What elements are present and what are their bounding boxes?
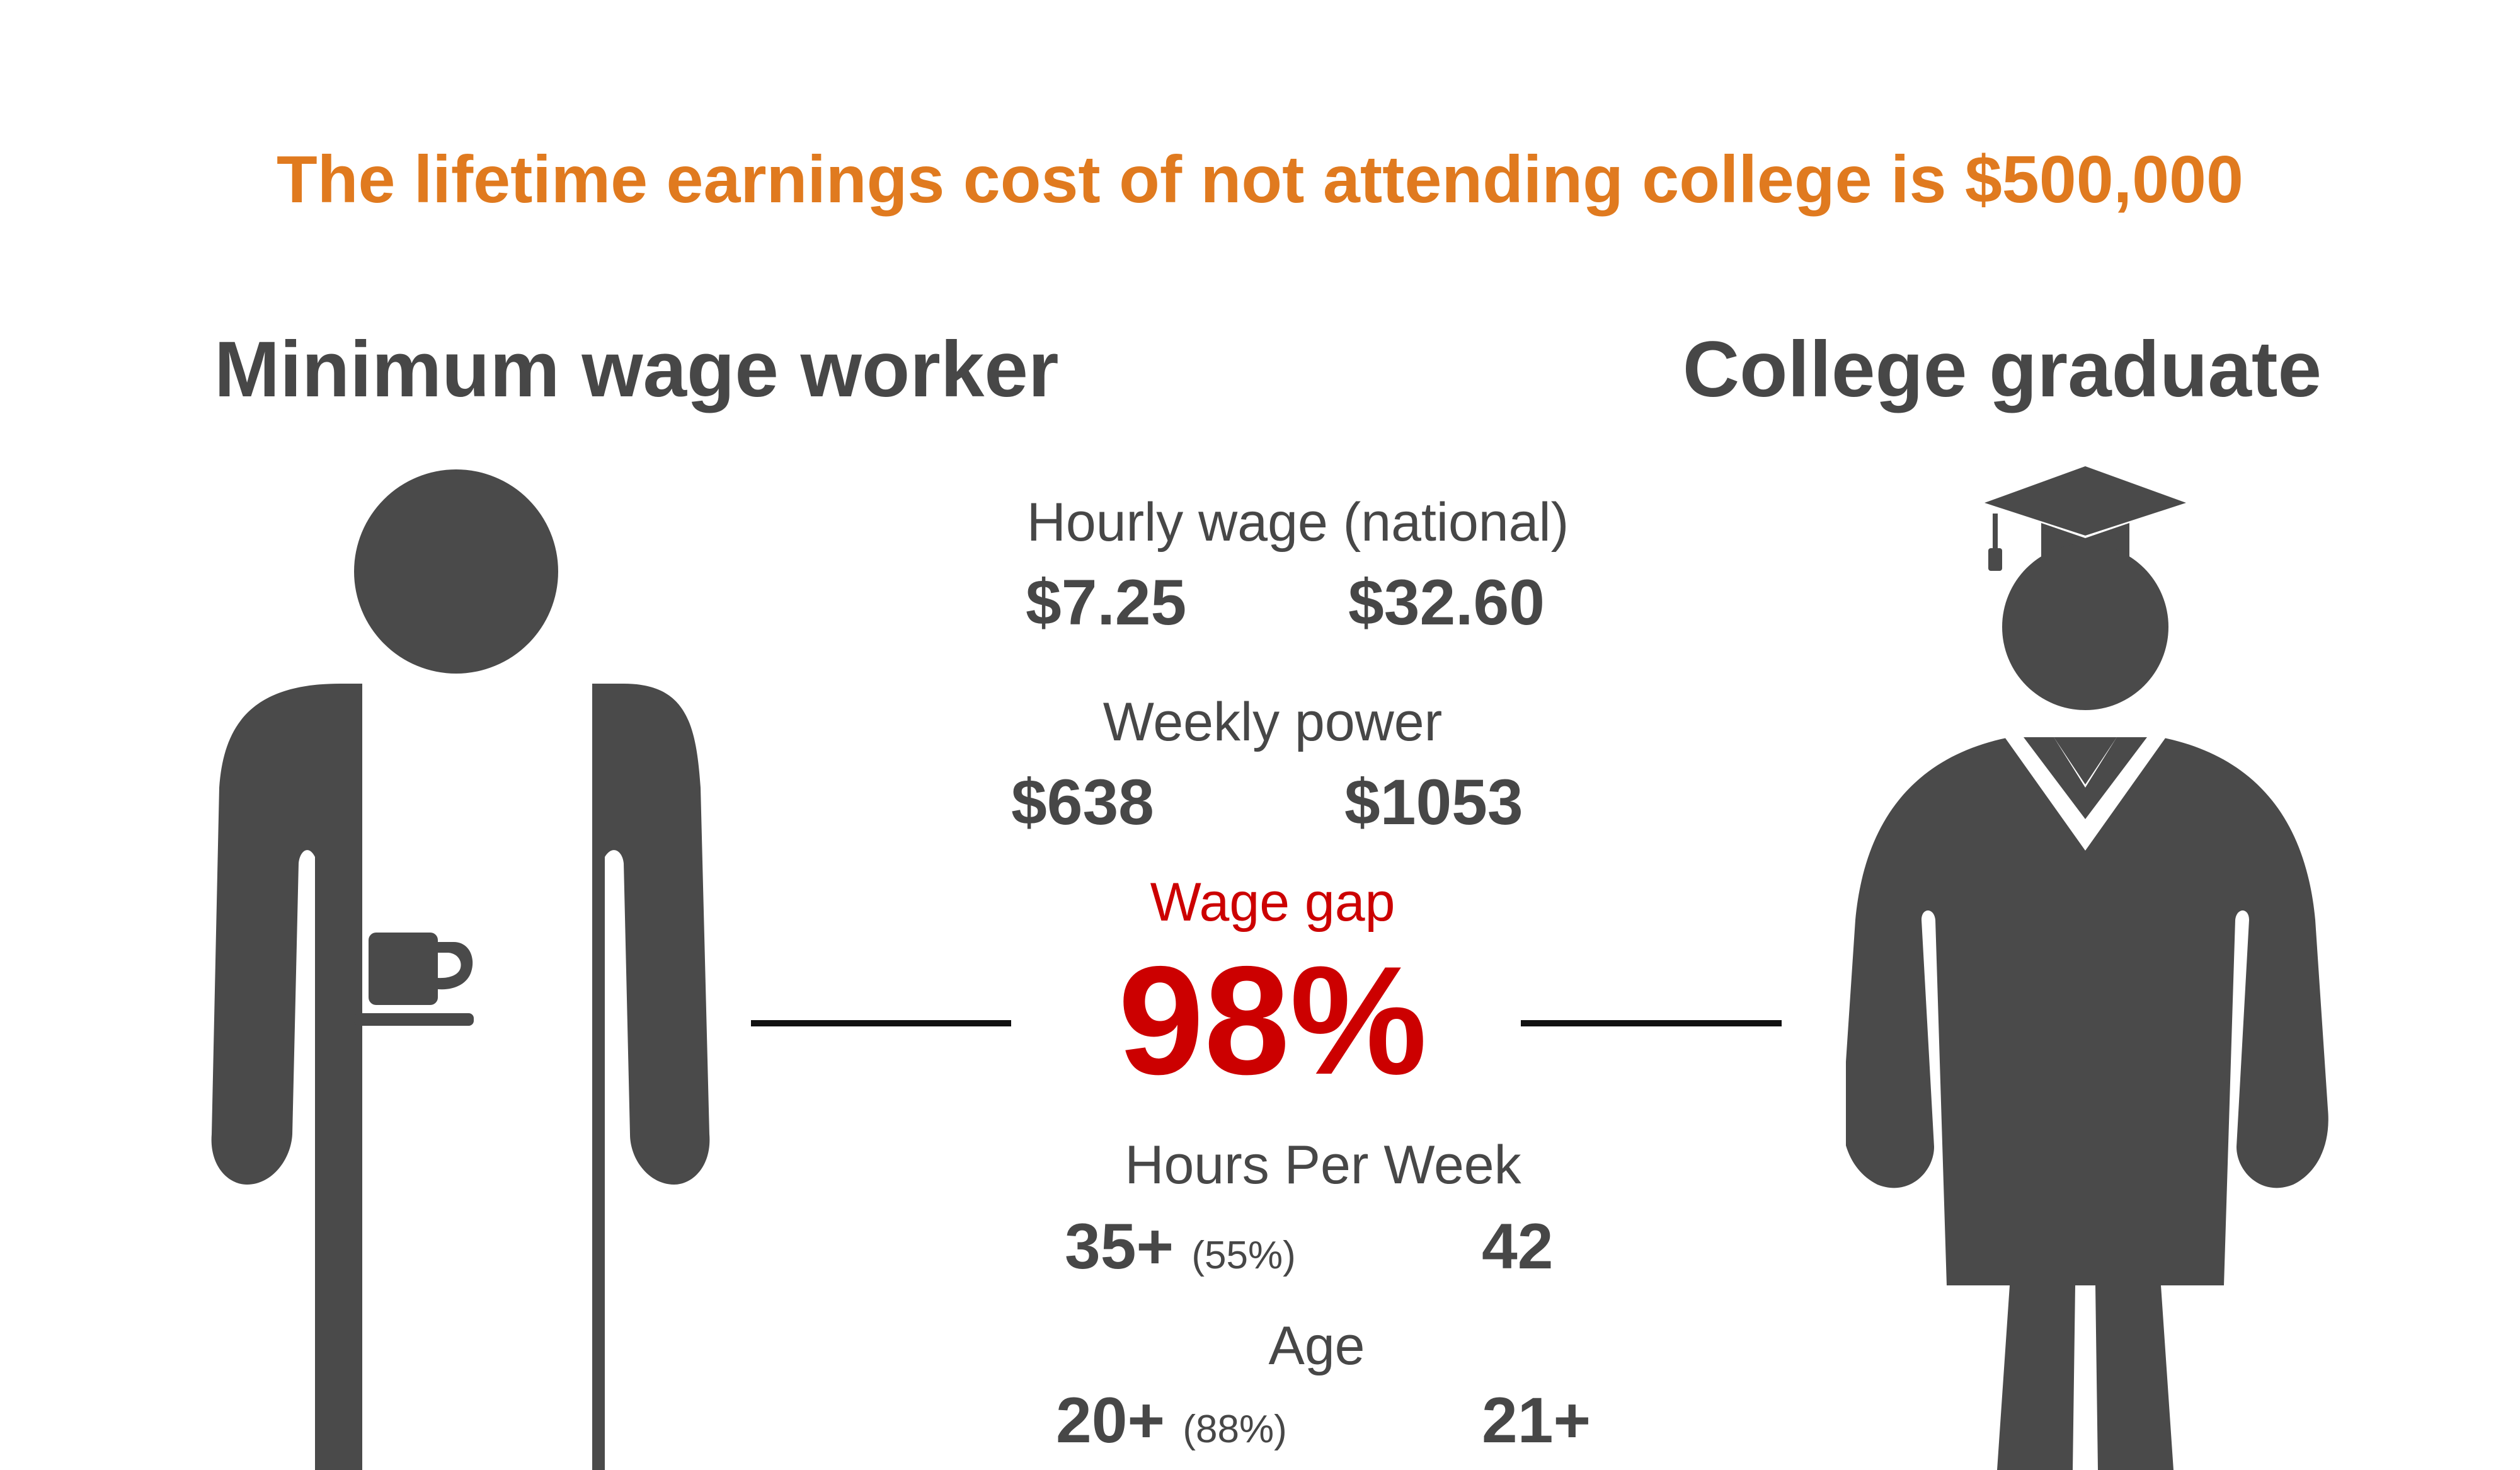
right-connector-line	[1521, 1020, 1782, 1026]
hours-graduate: 42	[1482, 1210, 1554, 1282]
hours-worker-value: 35+	[1065, 1210, 1174, 1282]
graduate-title: College graduate	[1682, 326, 2322, 413]
hours-worker: 35+ (55%)	[1065, 1210, 1296, 1283]
left-connector-line	[751, 1020, 1011, 1026]
weekly-power-graduate: $1053	[1344, 766, 1523, 838]
hourly-wage-graduate: $32.60	[1348, 566, 1545, 638]
coffee-cup-icon	[354, 933, 474, 1026]
weekly-power-worker: $638	[1011, 766, 1154, 838]
hours-per-week-label: Hours Per Week	[1125, 1135, 1521, 1195]
worker-title: Minimum wage worker	[214, 326, 1059, 413]
graduate-icon	[1846, 466, 2328, 1470]
wage-gap-label: Wage gap	[1150, 872, 1395, 933]
age-label: Age	[1268, 1316, 1365, 1376]
age-worker-value: 20+	[1056, 1384, 1166, 1456]
weekly-power-label: Weekly power	[1102, 692, 1443, 752]
wage-gap-value: 98%	[1118, 934, 1428, 1106]
age-worker: 20+ (88%)	[1056, 1384, 1287, 1457]
headline: The lifetime earnings cost of not attend…	[277, 142, 2243, 217]
apron-worker-icon	[211, 469, 710, 1470]
age-graduate: 21+	[1482, 1384, 1591, 1456]
hours-worker-note: (55%)	[1191, 1234, 1296, 1277]
hourly-wage-label: Hourly wage (national)	[1026, 492, 1569, 553]
age-worker-note: (88%)	[1183, 1408, 1287, 1451]
hourly-wage-worker: $7.25	[1026, 566, 1187, 638]
